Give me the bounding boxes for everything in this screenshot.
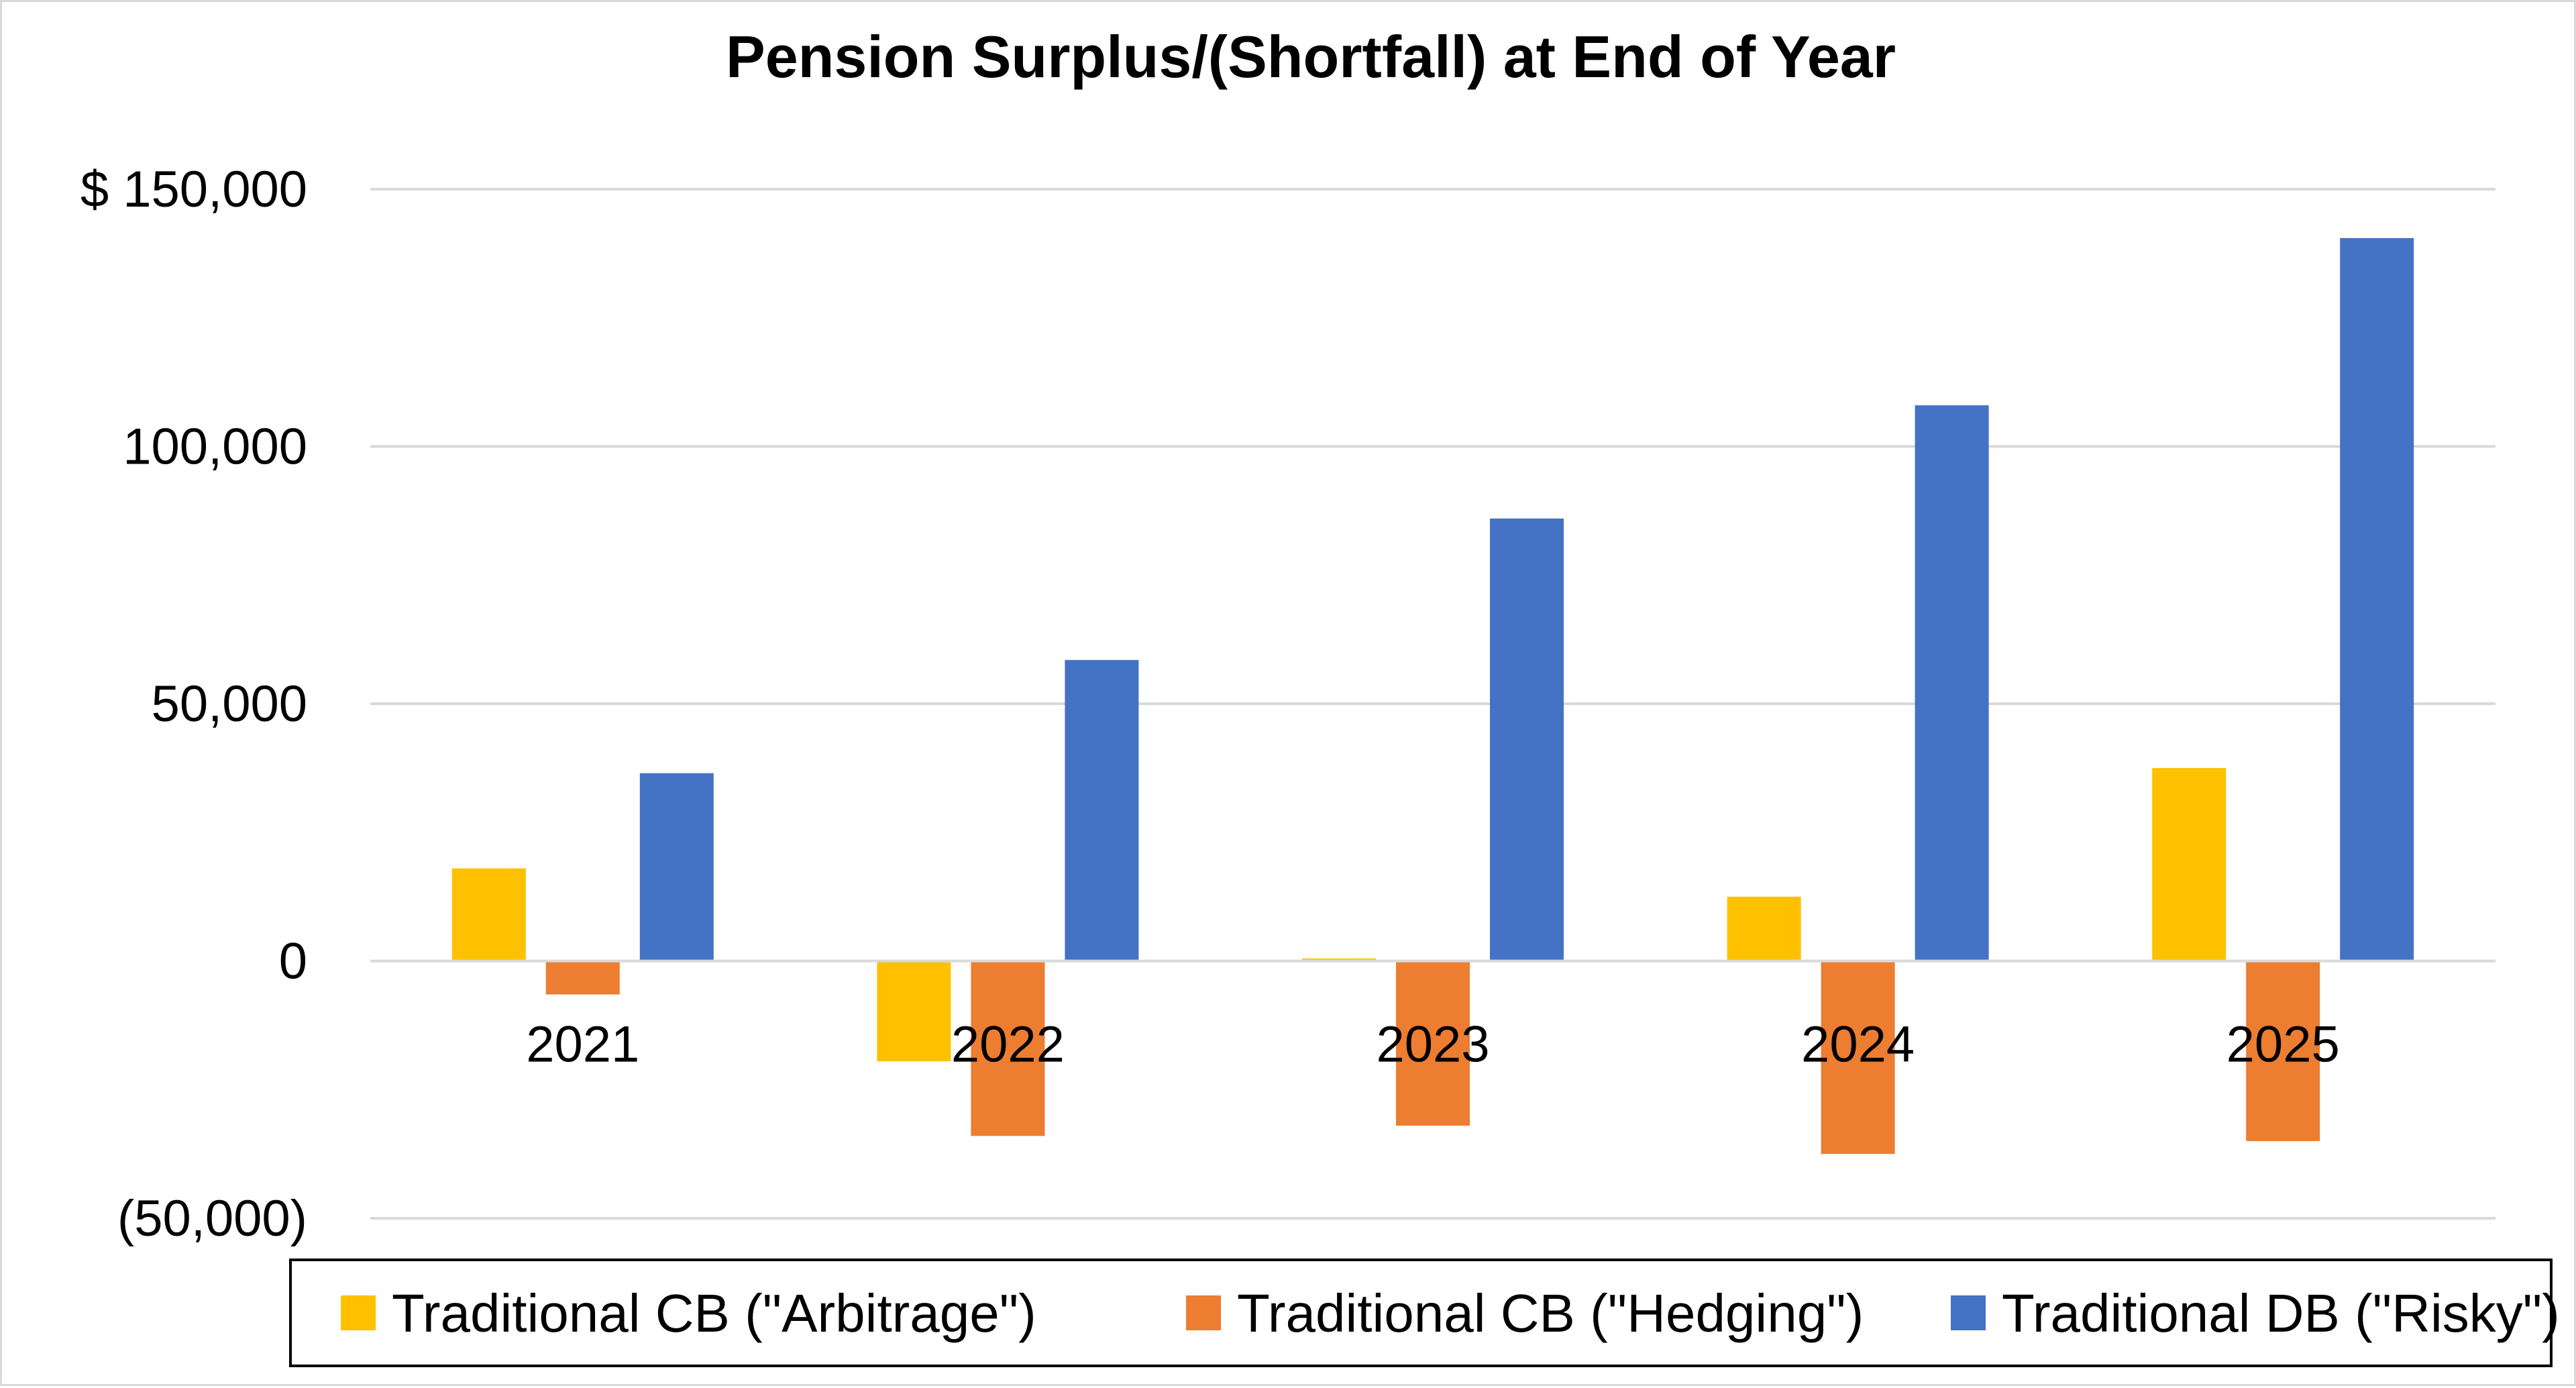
bar [1396, 961, 1470, 1126]
legend-swatch [341, 1295, 376, 1330]
x-tick-label: 2025 [2226, 1016, 2340, 1073]
bar [1727, 896, 1801, 961]
y-tick-label: (50,000) [117, 1190, 307, 1247]
x-tick-label: 2022 [951, 1016, 1065, 1073]
bar-series [545, 961, 2320, 1155]
x-tick-label: 2024 [1801, 1016, 1915, 1073]
bar [1915, 405, 1989, 961]
bar [1065, 659, 1139, 961]
legend: Traditional CB ("Arbitrage") Traditional … [289, 1259, 2560, 1367]
y-tick-label: 100,000 [123, 419, 307, 476]
bar [639, 773, 714, 961]
bar [877, 961, 951, 1062]
legend-swatch [1951, 1295, 1986, 1330]
legend-swatch [1186, 1295, 1221, 1330]
y-tick-label: 0 [279, 933, 307, 990]
bar [2246, 961, 2320, 1141]
x-tick-label: 2021 [526, 1016, 639, 1073]
legend-label: Traditional DB ("Risky") [2002, 1283, 2560, 1343]
bar [545, 961, 620, 995]
x-tick-label: 2023 [1376, 1016, 1489, 1073]
legend-box [289, 1259, 2553, 1367]
bar [971, 961, 1045, 1136]
y-axis-tick-labels: $ 150,000 100,000 50,000 0 (50,000) [80, 161, 307, 1247]
bar [2340, 237, 2414, 961]
bar-series [639, 237, 2414, 961]
legend-label: Traditional CB ("Hedging") [1237, 1283, 1864, 1343]
chart-title: Pension Surplus/(Shortfall) at End of Ye… [726, 23, 1896, 90]
bar-series-group [451, 237, 2414, 1155]
legend-label: Traditional CB ("Arbitrage") [392, 1283, 1036, 1343]
bar [451, 868, 526, 961]
bar [2152, 767, 2226, 961]
bar-series [451, 767, 2226, 1062]
y-tick-label: 50,000 [152, 676, 307, 733]
bar [1821, 961, 1895, 1155]
gridlines [370, 188, 2496, 1220]
y-tick-label: $ 150,000 [80, 161, 307, 218]
bar [1490, 518, 1564, 961]
x-axis-tick-labels: 2021 2022 2023 2024 2025 [526, 1016, 2339, 1073]
